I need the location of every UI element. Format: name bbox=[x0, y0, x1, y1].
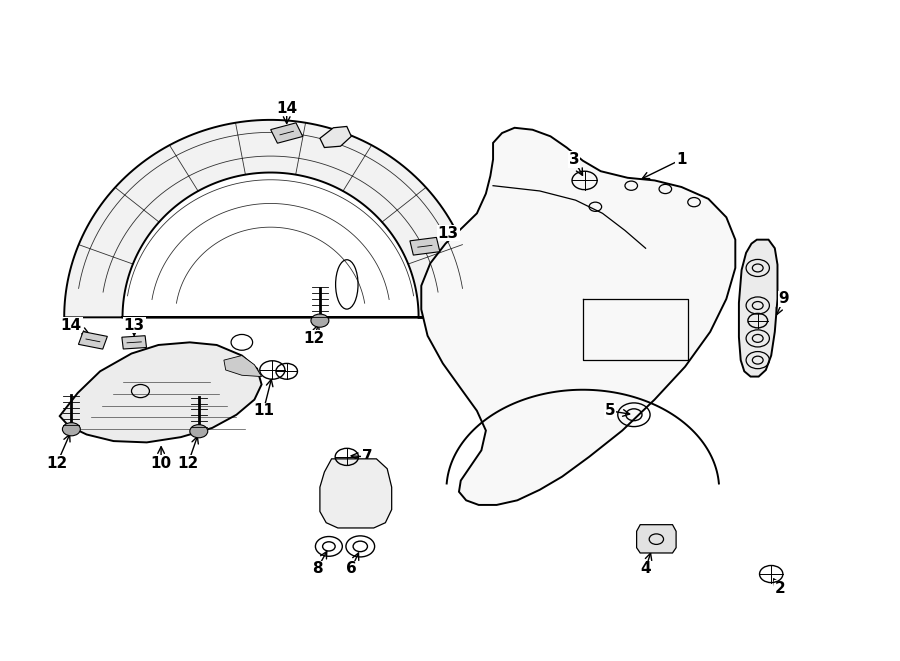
Text: 6: 6 bbox=[346, 561, 356, 576]
Polygon shape bbox=[78, 332, 107, 349]
Polygon shape bbox=[410, 237, 440, 255]
Text: 13: 13 bbox=[437, 225, 459, 241]
Text: 4: 4 bbox=[640, 561, 651, 576]
Text: 12: 12 bbox=[47, 456, 68, 471]
Polygon shape bbox=[271, 123, 302, 143]
Polygon shape bbox=[224, 356, 262, 377]
Text: 8: 8 bbox=[312, 561, 322, 576]
Text: 10: 10 bbox=[150, 456, 172, 471]
Text: 12: 12 bbox=[303, 331, 324, 346]
Circle shape bbox=[190, 424, 208, 438]
Text: 3: 3 bbox=[569, 152, 579, 167]
Polygon shape bbox=[320, 126, 351, 147]
Polygon shape bbox=[59, 342, 262, 442]
Text: 13: 13 bbox=[123, 318, 145, 332]
Polygon shape bbox=[636, 525, 676, 553]
Text: 2: 2 bbox=[775, 581, 786, 596]
Circle shape bbox=[310, 314, 328, 327]
Polygon shape bbox=[320, 459, 392, 528]
Text: 14: 14 bbox=[276, 100, 297, 116]
Text: 7: 7 bbox=[362, 449, 373, 465]
Circle shape bbox=[62, 422, 80, 436]
Text: 12: 12 bbox=[177, 456, 199, 471]
Text: 11: 11 bbox=[253, 403, 274, 418]
Text: 5: 5 bbox=[605, 403, 615, 418]
Polygon shape bbox=[739, 240, 778, 377]
Text: 1: 1 bbox=[676, 152, 687, 167]
Text: 9: 9 bbox=[778, 292, 789, 307]
Polygon shape bbox=[122, 336, 147, 349]
Polygon shape bbox=[421, 128, 735, 505]
Text: 14: 14 bbox=[61, 318, 82, 332]
Polygon shape bbox=[64, 120, 477, 317]
